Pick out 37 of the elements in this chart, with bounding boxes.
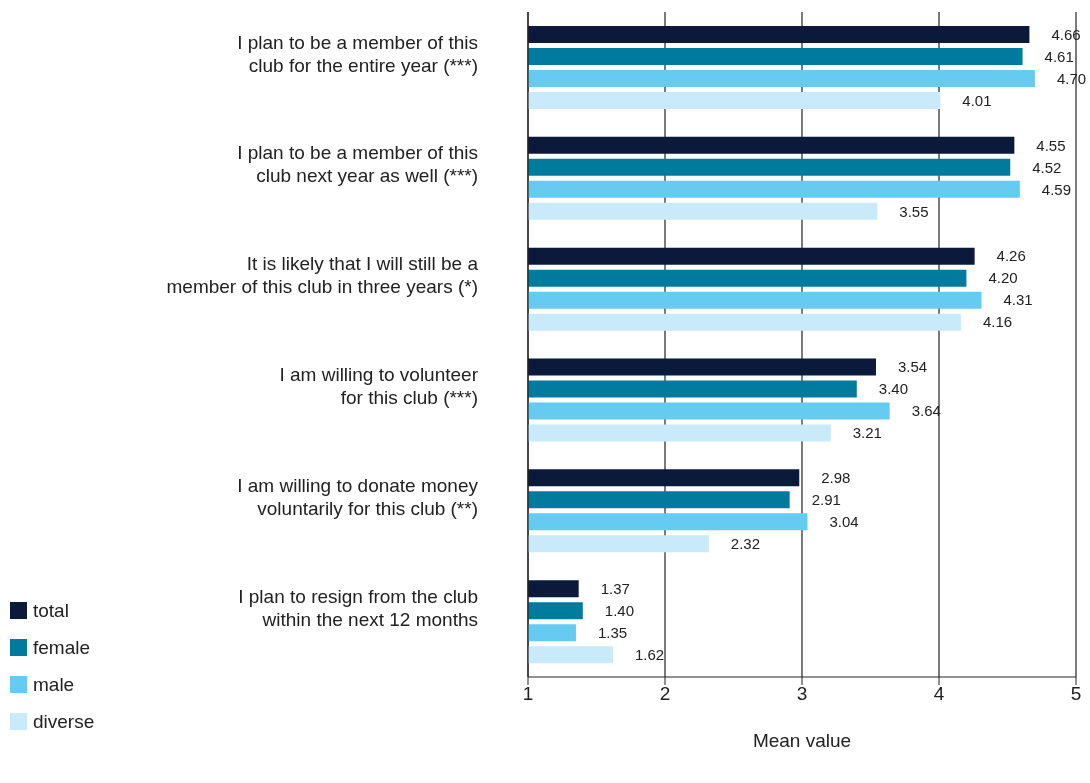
x-tick-label: 1 <box>522 683 534 705</box>
data-label: 1.40 <box>604 601 634 619</box>
y-tick-label: I plan to be a member of this club for the entire year (***) <box>237 31 478 76</box>
data-label: 1.62 <box>634 645 665 663</box>
x-tick-label: 4 <box>933 683 945 705</box>
data-label: 3.40 <box>878 380 908 398</box>
y-tick-label: I plan to resign from the club within the next 12 months <box>238 585 478 630</box>
data-label: 2.98 <box>821 469 851 487</box>
y-tick-label: I am willing to donate money voluntarily for this club (**) <box>237 474 479 519</box>
x-tick-label: 2 <box>659 683 671 705</box>
data-label: 3.04 <box>829 513 859 531</box>
data-label: 4.61 <box>1044 47 1074 65</box>
data-label: 4.26 <box>996 247 1026 265</box>
data-label: 2.32 <box>730 535 761 553</box>
data-label: 4.31 <box>1003 291 1033 309</box>
y-tick-label: I am willing to volunteer for this club (***) <box>279 364 479 409</box>
data-label: 1.35 <box>597 623 628 641</box>
y-tick-label: I plan to be a member of this club next year as well (***) <box>237 142 478 187</box>
data-label: 4.20 <box>988 269 1018 287</box>
x-axis-title: Mean value <box>752 730 852 751</box>
y-tick-label: It is likely that I will still be a member of this club in three years (*) <box>166 253 479 298</box>
data-label: 4.59 <box>1041 180 1072 198</box>
legend-label: female <box>33 636 91 659</box>
data-label: 2.91 <box>811 491 841 509</box>
x-tick-label: 5 <box>1070 683 1082 705</box>
legend-label: total <box>33 599 69 622</box>
data-label: 4.55 <box>1036 136 1066 154</box>
data-label: 3.54 <box>897 358 928 376</box>
data-label: 4.01 <box>962 91 992 109</box>
x-tick-label: 3 <box>796 683 808 705</box>
legend-label: male <box>33 673 75 696</box>
data-label: 1.37 <box>600 579 630 597</box>
data-label: 3.21 <box>852 424 882 442</box>
legend-label: diverse <box>33 710 95 733</box>
data-label: 3.55 <box>899 202 929 220</box>
data-label: 4.16 <box>982 313 1013 331</box>
data-label: 4.52 <box>1032 158 1062 176</box>
